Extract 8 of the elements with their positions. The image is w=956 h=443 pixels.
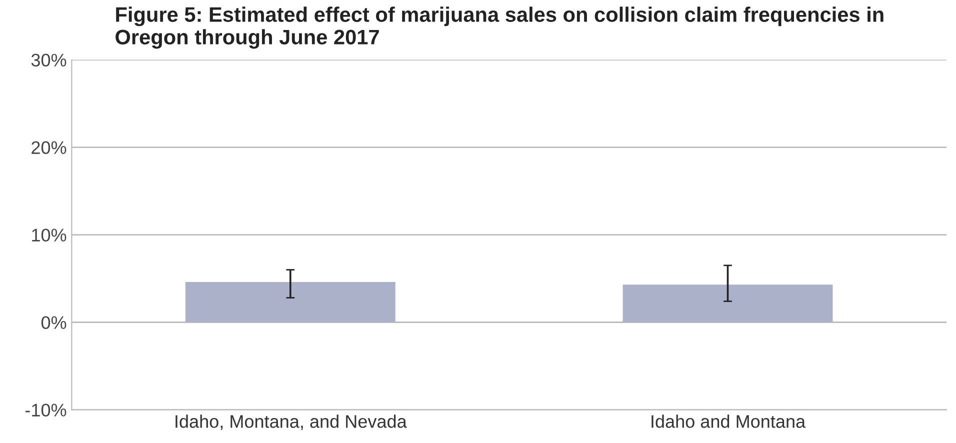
y-tick-label: 10% — [32, 228, 66, 242]
y-tick-label: 30% — [31, 54, 66, 67]
x-tick-label: Idaho and Montana — [652, 414, 806, 428]
y-tick-label: -10% — [25, 404, 66, 416]
y-tick-label: 20% — [32, 141, 66, 154]
chart-title: Figure 5: Estimated effect of marijuana sales on collision claim frequencies in Oregon through June 2017 — [116, 6, 884, 49]
x-tick-label: Idaho, Montana, and Nevada — [176, 414, 407, 430]
y-tick-label: 0% — [41, 316, 66, 330]
